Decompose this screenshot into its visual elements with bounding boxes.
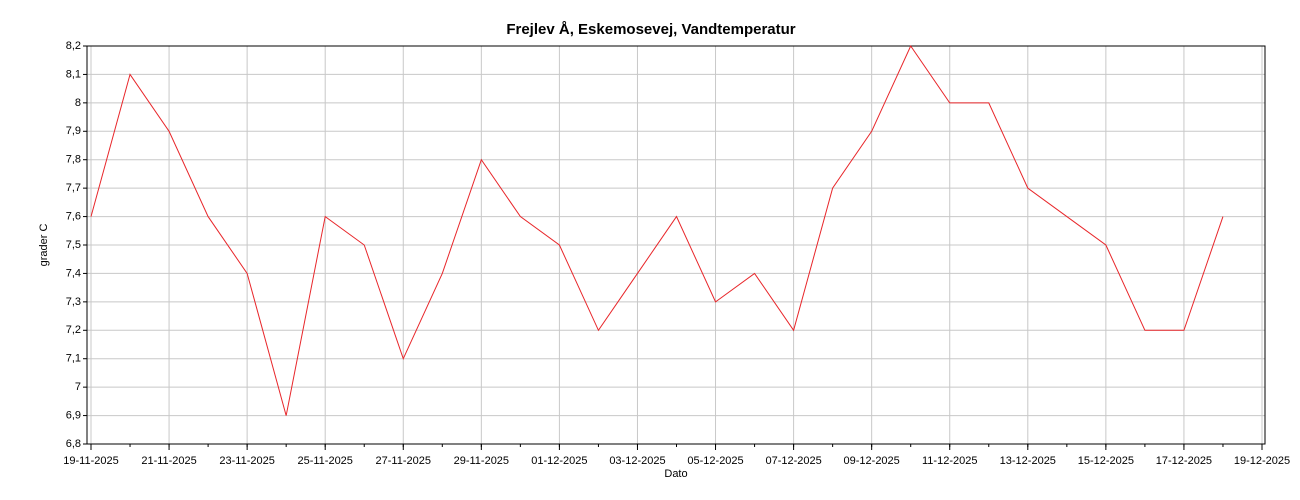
chart-title: Frejlev Å, Eskemosevej, Vandtemperatur	[506, 21, 795, 38]
x-tick-label: 29-11-2025	[454, 455, 509, 467]
data-line	[90, 44, 1224, 416]
y-axis-label: grader C	[38, 224, 50, 267]
x-tick-label: 03-12-2025	[609, 455, 665, 467]
x-tick-label: 23-11-2025	[219, 455, 274, 467]
y-tick-label: 6,9	[66, 409, 81, 421]
plot-frame	[86, 45, 1266, 445]
x-tick-label: 11-12-2025	[922, 455, 977, 467]
x-tick-label: 13-12-2025	[1000, 455, 1056, 467]
x-tick-label: 15-12-2025	[1078, 455, 1134, 467]
y-tick-label: 7,1	[66, 353, 81, 365]
x-tick-label: 01-12-2025	[531, 455, 587, 467]
y-tick-label: 8	[75, 97, 81, 109]
y-tick-label: 7,2	[66, 324, 81, 336]
y-tick-label: 8,2	[66, 40, 81, 52]
y-tick-label: 7	[75, 381, 81, 393]
y-tick-label: 7,4	[66, 267, 81, 279]
x-tick-label: 09-12-2025	[844, 455, 900, 467]
x-tick-label: 05-12-2025	[687, 455, 743, 467]
y-tick-label: 7,3	[66, 296, 81, 308]
y-tick-label: 6,8	[66, 438, 81, 450]
x-tick-label: 27-11-2025	[376, 455, 431, 467]
y-tick-label: 7,6	[66, 210, 81, 222]
y-tick-label: 7,7	[66, 182, 81, 194]
x-tick-label: 21-11-2025	[141, 455, 196, 467]
x-tick-label: 17-12-2025	[1156, 455, 1212, 467]
y-tick-label: 7,9	[66, 125, 81, 137]
x-tick-label: 07-12-2025	[765, 455, 821, 467]
x-tick-label: 19-11-2025	[63, 455, 118, 467]
y-tick-label: 7,8	[66, 154, 81, 166]
x-axis-label: Dato	[664, 468, 687, 480]
y-tick-label: 8,1	[66, 68, 81, 80]
y-tick-label: 7,5	[66, 239, 81, 251]
x-tick-label: 19-12-2025	[1234, 455, 1290, 467]
x-tick-label: 25-11-2025	[297, 455, 352, 467]
